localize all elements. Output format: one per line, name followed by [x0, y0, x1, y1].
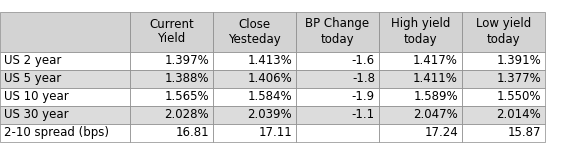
Bar: [213, 106, 296, 123]
Bar: [130, 52, 213, 69]
Bar: [379, 88, 462, 106]
Text: 1.377%: 1.377%: [496, 72, 541, 85]
Text: Current
Yield: Current Yield: [149, 17, 194, 45]
Bar: [462, 123, 545, 142]
Text: 17.11: 17.11: [258, 126, 292, 139]
Bar: [213, 69, 296, 88]
Bar: [296, 106, 379, 123]
Text: 1.411%: 1.411%: [413, 72, 458, 85]
Bar: [296, 69, 379, 88]
Text: 2.039%: 2.039%: [247, 108, 292, 121]
Bar: [462, 106, 545, 123]
Bar: [379, 11, 462, 52]
Text: -1.8: -1.8: [352, 72, 375, 85]
Bar: [379, 123, 462, 142]
Text: 1.589%: 1.589%: [413, 90, 458, 103]
Bar: [0, 69, 130, 88]
Text: US 2 year: US 2 year: [4, 54, 61, 67]
Text: 1.406%: 1.406%: [247, 72, 292, 85]
Bar: [130, 88, 213, 106]
Bar: [379, 106, 462, 123]
Text: 1.397%: 1.397%: [164, 54, 209, 67]
Bar: [213, 11, 296, 52]
Text: 1.391%: 1.391%: [496, 54, 541, 67]
Bar: [130, 123, 213, 142]
Text: -1.6: -1.6: [352, 54, 375, 67]
Bar: [296, 52, 379, 69]
Bar: [0, 106, 130, 123]
Text: -1.1: -1.1: [352, 108, 375, 121]
Bar: [0, 88, 130, 106]
Bar: [130, 69, 213, 88]
Text: BP Change
today: BP Change today: [306, 17, 369, 45]
Text: 1.565%: 1.565%: [164, 90, 209, 103]
Text: US 10 year: US 10 year: [4, 90, 69, 103]
Text: 2.028%: 2.028%: [164, 108, 209, 121]
Bar: [462, 11, 545, 52]
Bar: [379, 69, 462, 88]
Bar: [0, 52, 130, 69]
Bar: [130, 106, 213, 123]
Bar: [462, 69, 545, 88]
Bar: [462, 88, 545, 106]
Text: 1.584%: 1.584%: [247, 90, 292, 103]
Text: US 30 year: US 30 year: [4, 108, 69, 121]
Text: Close
Yesteday: Close Yesteday: [228, 17, 281, 45]
Bar: [296, 88, 379, 106]
Bar: [0, 11, 130, 52]
Bar: [213, 123, 296, 142]
Text: 2-10 spread (bps): 2-10 spread (bps): [4, 126, 109, 139]
Text: 1.388%: 1.388%: [164, 72, 209, 85]
Text: Low yield
today: Low yield today: [476, 17, 531, 45]
Text: 1.413%: 1.413%: [247, 54, 292, 67]
Bar: [379, 52, 462, 69]
Text: 16.81: 16.81: [175, 126, 209, 139]
Bar: [213, 52, 296, 69]
Text: 1.550%: 1.550%: [497, 90, 541, 103]
Text: High yield
today: High yield today: [391, 17, 450, 45]
Bar: [296, 123, 379, 142]
Text: 2.014%: 2.014%: [496, 108, 541, 121]
Text: 15.87: 15.87: [508, 126, 541, 139]
Text: 17.24: 17.24: [424, 126, 458, 139]
Text: 1.417%: 1.417%: [413, 54, 458, 67]
Bar: [130, 11, 213, 52]
Text: -1.9: -1.9: [352, 90, 375, 103]
Bar: [296, 11, 379, 52]
Text: 2.047%: 2.047%: [413, 108, 458, 121]
Bar: [462, 52, 545, 69]
Bar: [213, 88, 296, 106]
Bar: [0, 123, 130, 142]
Text: US 5 year: US 5 year: [4, 72, 61, 85]
